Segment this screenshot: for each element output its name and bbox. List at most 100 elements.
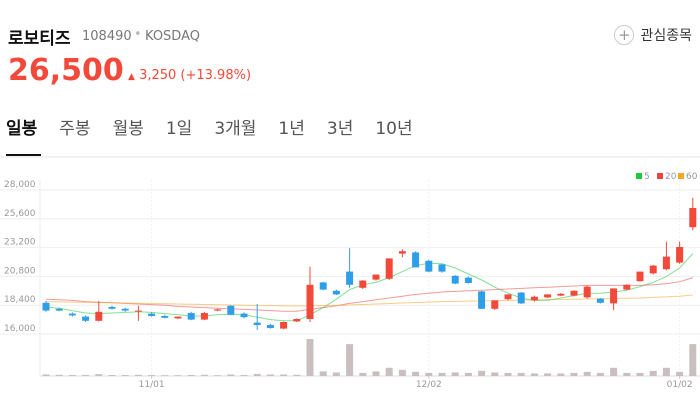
volume-bar bbox=[385, 367, 393, 376]
candle-body bbox=[649, 265, 657, 274]
candle-body bbox=[240, 313, 248, 318]
candle-body bbox=[200, 313, 208, 320]
candle-body bbox=[214, 309, 222, 311]
candle-body bbox=[385, 258, 393, 279]
candle-body bbox=[42, 302, 50, 311]
candle-body bbox=[504, 294, 512, 300]
volume-bar bbox=[187, 374, 195, 376]
volume-bar bbox=[121, 374, 129, 376]
moving-average bbox=[45, 294, 693, 307]
y-tick-label: 18,400 bbox=[4, 295, 36, 305]
moving-average bbox=[45, 277, 693, 312]
volume-bar bbox=[68, 374, 76, 376]
tab[interactable]: 3년 bbox=[326, 119, 354, 139]
candle-body bbox=[438, 264, 446, 272]
volume-bar bbox=[372, 371, 380, 376]
volume-bar bbox=[544, 373, 552, 376]
tab[interactable]: 3개월 bbox=[214, 119, 257, 139]
volume-bar bbox=[451, 372, 459, 376]
plus-icon: + bbox=[614, 25, 635, 45]
candle-body bbox=[82, 316, 90, 321]
candle-body bbox=[187, 313, 195, 320]
legend-label: 5 bbox=[644, 172, 650, 182]
volume-bar bbox=[148, 374, 156, 376]
x-tick-label: 11/01 bbox=[139, 380, 165, 390]
y-tick-label: 28,000 bbox=[4, 180, 36, 190]
candle-body bbox=[412, 252, 420, 268]
legend-swatch bbox=[636, 173, 642, 179]
volume-bar bbox=[438, 372, 446, 376]
volume-bar bbox=[161, 375, 169, 376]
stock-name: 로보티즈 bbox=[8, 29, 71, 49]
candle-body bbox=[266, 325, 274, 328]
legend-swatch bbox=[657, 173, 663, 179]
separator: • bbox=[134, 27, 142, 42]
candle-body bbox=[68, 313, 76, 316]
stock-code: 108490 bbox=[82, 29, 132, 44]
candle-body bbox=[662, 256, 670, 270]
candle-body bbox=[280, 322, 288, 329]
candle-body bbox=[332, 290, 340, 295]
volume-bar bbox=[596, 372, 604, 376]
candle-body bbox=[583, 286, 591, 298]
volume-bar bbox=[478, 370, 486, 376]
candle-body bbox=[636, 271, 644, 282]
candle-body bbox=[95, 311, 103, 321]
change: ▲ 3,250 (+13.98%) bbox=[128, 68, 251, 83]
volume-bar bbox=[134, 374, 142, 376]
candle-body bbox=[359, 280, 367, 288]
candle-body bbox=[306, 284, 314, 319]
candle-body bbox=[596, 298, 604, 303]
volume-bar bbox=[280, 374, 288, 376]
legend-swatch bbox=[678, 173, 684, 179]
candle-body bbox=[425, 260, 433, 272]
watch-button[interactable]: + 관심종목 bbox=[614, 25, 692, 45]
candle-body bbox=[464, 277, 472, 283]
legend-label: 20 bbox=[665, 172, 677, 182]
volume-bar bbox=[491, 372, 499, 376]
y-tick-label: 25,600 bbox=[4, 209, 36, 219]
volume-bar bbox=[227, 374, 235, 376]
watch-label: 관심종목 bbox=[640, 28, 692, 44]
candle-body bbox=[55, 308, 63, 311]
candle-body bbox=[451, 275, 459, 284]
candle-body bbox=[570, 290, 578, 296]
candle-body bbox=[478, 291, 486, 309]
volume-bar bbox=[42, 374, 50, 376]
x-tick-label: 01/02 bbox=[667, 380, 693, 390]
volume-bar bbox=[676, 371, 684, 376]
candle-body bbox=[610, 288, 618, 304]
volume-bar bbox=[636, 372, 644, 376]
tab[interactable]: 일봉 bbox=[6, 119, 38, 139]
tab[interactable]: 10년 bbox=[375, 119, 413, 139]
candle-body bbox=[676, 247, 684, 263]
tab[interactable]: 1년 bbox=[278, 119, 305, 139]
legend-label: 60 bbox=[686, 172, 698, 182]
volume-bar bbox=[570, 372, 578, 376]
candle-body bbox=[319, 282, 327, 290]
candle-body bbox=[623, 284, 631, 290]
candle-body bbox=[161, 316, 169, 318]
volume-bar bbox=[517, 372, 525, 376]
volume-bar bbox=[214, 375, 222, 376]
candle-body bbox=[557, 293, 565, 296]
candle-body bbox=[544, 294, 552, 298]
volume-bar bbox=[200, 374, 208, 376]
y-tick-label: 20,800 bbox=[4, 266, 36, 276]
volume-bar bbox=[82, 374, 90, 376]
candle-body bbox=[398, 251, 406, 254]
tab[interactable]: 주봉 bbox=[59, 119, 91, 139]
volume-bar bbox=[464, 372, 472, 376]
volume-bar bbox=[306, 339, 314, 376]
volume-bar bbox=[610, 367, 618, 376]
volume-bar bbox=[504, 372, 512, 376]
tab[interactable]: 1일 bbox=[165, 119, 193, 139]
y-tick-label: 16,000 bbox=[4, 324, 36, 334]
change-value: 3,250 bbox=[139, 68, 177, 83]
tab[interactable]: 월봉 bbox=[112, 119, 144, 139]
volume-bar bbox=[557, 373, 565, 376]
volume-bar bbox=[398, 369, 406, 376]
volume-bar bbox=[174, 375, 182, 376]
